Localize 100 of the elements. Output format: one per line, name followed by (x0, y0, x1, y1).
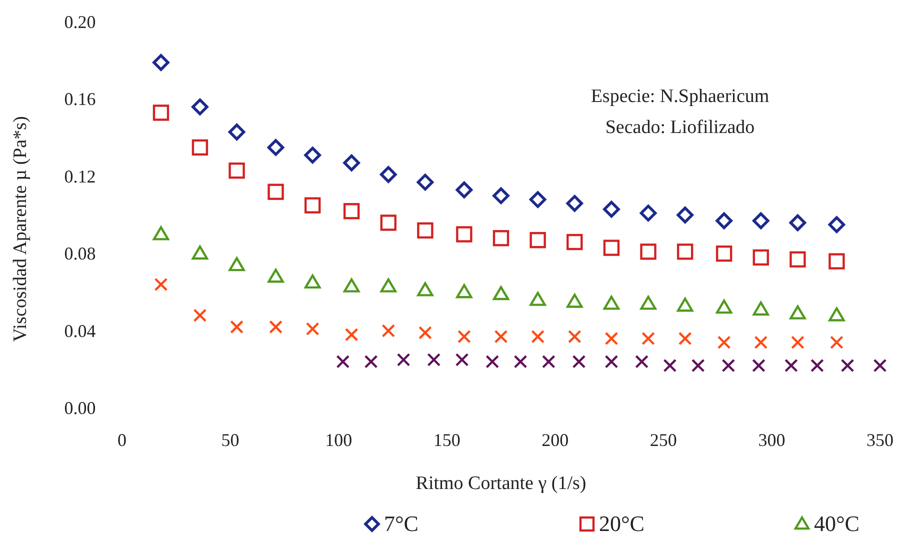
point (268, 184, 284, 200)
point (604, 354, 618, 368)
point (380, 214, 396, 231)
point (691, 358, 705, 372)
point (566, 234, 583, 250)
point (228, 124, 246, 140)
point (640, 204, 657, 222)
point (336, 354, 350, 368)
point (343, 154, 360, 172)
point (269, 320, 282, 334)
point (640, 296, 656, 310)
point (790, 251, 806, 268)
point (566, 195, 584, 212)
point (192, 98, 208, 116)
point (722, 358, 736, 372)
annotation: Especie: N.Sphaericum (590, 86, 770, 107)
point (810, 358, 824, 372)
point (230, 320, 244, 334)
point (676, 206, 694, 224)
point (752, 249, 769, 266)
point (418, 326, 432, 340)
point (603, 200, 620, 218)
point (566, 294, 583, 308)
point (603, 296, 620, 310)
point (603, 240, 620, 256)
point (531, 330, 545, 344)
point (304, 274, 321, 289)
point (716, 300, 732, 314)
point (382, 324, 396, 338)
y-tick-label: 0.16 (64, 89, 96, 110)
point (228, 162, 245, 179)
point (192, 246, 208, 260)
point (568, 330, 582, 344)
point (427, 353, 441, 366)
y-tick-label: 0.00 (64, 398, 96, 418)
point (494, 330, 508, 344)
point (456, 284, 472, 298)
point (752, 301, 769, 316)
point (416, 174, 434, 191)
point (529, 191, 546, 208)
x-tick-label: 200 (542, 430, 569, 450)
point (840, 358, 854, 372)
point (380, 278, 396, 292)
point (364, 354, 378, 368)
point (193, 308, 207, 322)
x-tick-label: 250 (650, 430, 677, 450)
point (456, 182, 473, 198)
point (343, 203, 360, 220)
legend-label: 40°C (814, 511, 860, 536)
point (676, 244, 694, 260)
point (304, 146, 321, 164)
point (304, 197, 321, 214)
point (640, 244, 656, 260)
point (492, 230, 510, 246)
point (396, 353, 410, 366)
point (268, 268, 284, 283)
point (152, 226, 170, 240)
point (717, 336, 731, 350)
point (542, 354, 556, 368)
point (572, 354, 586, 368)
point (635, 354, 648, 368)
point (604, 332, 618, 346)
point (678, 332, 692, 346)
point (784, 358, 798, 372)
point (344, 328, 358, 342)
point (380, 166, 397, 183)
point (828, 253, 845, 270)
point (830, 336, 844, 350)
point (486, 354, 500, 368)
point (267, 139, 284, 156)
point (828, 216, 846, 234)
point (791, 336, 804, 350)
point (716, 212, 732, 230)
y-axis-title: Viscosidad Aparente µ (Pa*s) (10, 116, 31, 342)
x-tick-label: 100 (325, 430, 352, 450)
x-tick-label: 350 (866, 430, 894, 450)
y-tick-label: 0.08 (64, 244, 96, 264)
point (676, 298, 694, 312)
y-tick-label: 0.12 (64, 166, 96, 186)
point (752, 358, 766, 372)
point (828, 307, 845, 322)
point (752, 212, 770, 230)
point (457, 330, 471, 344)
point (228, 257, 245, 272)
point (642, 332, 655, 346)
point (192, 139, 208, 156)
point (530, 292, 546, 306)
point (789, 214, 806, 232)
point (152, 54, 170, 71)
point (154, 278, 168, 292)
x-tick-label: 50 (221, 430, 240, 450)
y-tick-label: 0.04 (64, 320, 96, 341)
point (663, 358, 677, 372)
point (716, 246, 732, 262)
point (873, 358, 887, 372)
annotation: Secado: Liofilizado (605, 117, 755, 138)
x-tick-label: 0 (118, 430, 126, 450)
x-axis-title: Ritmo Cortante γ (1/s) (416, 473, 586, 494)
point (530, 232, 546, 248)
point (343, 278, 360, 292)
